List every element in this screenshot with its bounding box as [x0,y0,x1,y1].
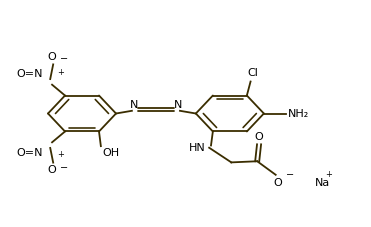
Text: −: − [286,170,294,180]
Text: Cl: Cl [247,68,258,78]
Text: O=N: O=N [16,69,43,79]
Text: −: − [60,163,68,173]
Text: O: O [47,165,56,175]
Text: O: O [47,52,56,62]
Text: +: + [57,150,64,159]
Text: N: N [174,100,182,110]
Text: −: − [60,54,68,64]
Text: O: O [255,132,263,142]
Text: OH: OH [102,148,119,158]
Text: +: + [325,170,332,179]
Text: O=N: O=N [16,148,43,158]
Text: O: O [273,178,282,188]
Text: Na: Na [315,178,330,188]
Text: NH₂: NH₂ [288,109,309,118]
Text: +: + [57,68,64,77]
Text: N: N [129,100,138,110]
Text: HN: HN [189,143,206,153]
